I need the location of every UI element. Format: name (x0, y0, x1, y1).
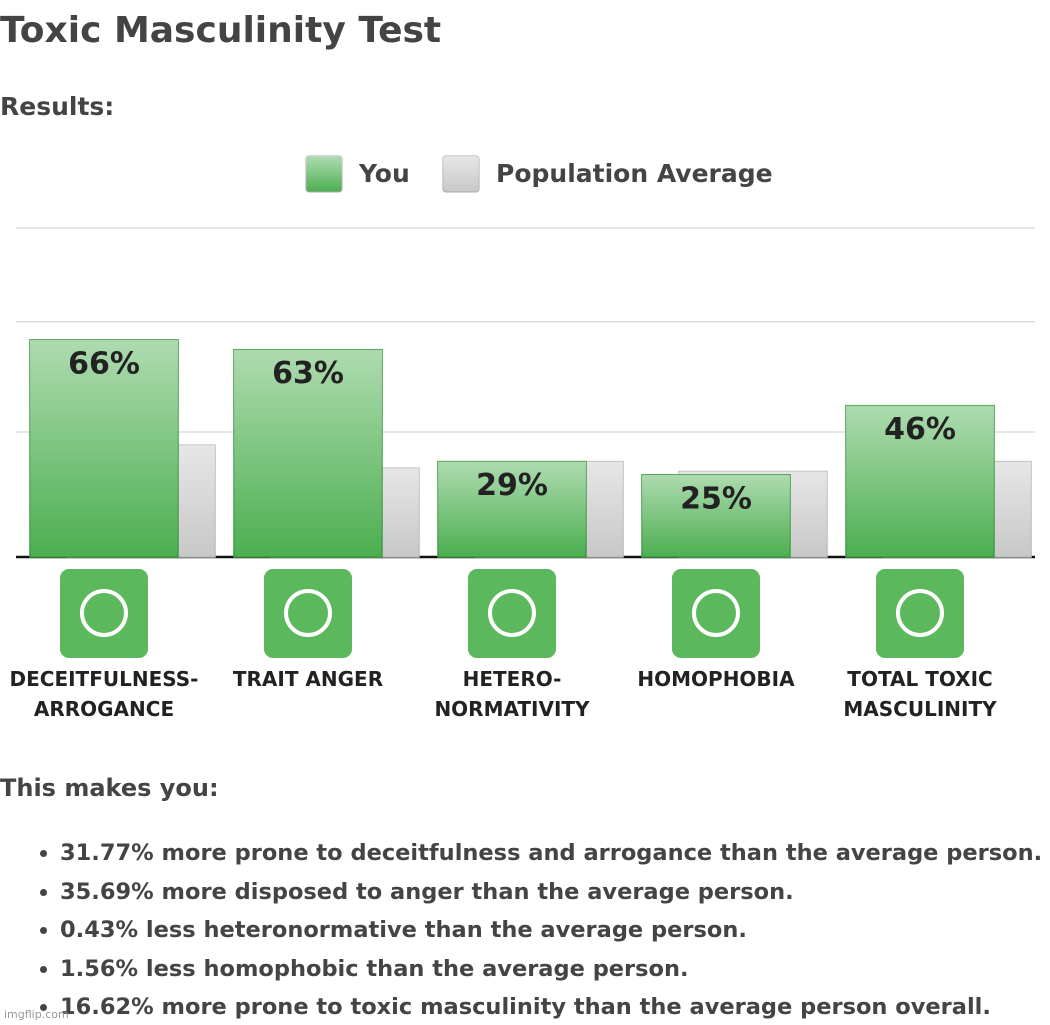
legend-swatch-shade (306, 156, 342, 192)
icon-glyph (488, 589, 536, 637)
you-bar (437, 460, 587, 558)
page-title: Toxic Masculinity Test (0, 10, 442, 51)
summary-item: 35.69% more disposed to anger than the a… (60, 873, 1042, 912)
bar-shade (30, 339, 178, 557)
legend-swatch-shade (443, 156, 479, 192)
value-label: 63% (272, 356, 344, 391)
category-icon (876, 569, 964, 658)
category-icon (672, 569, 760, 658)
summary-item: 31.77% more prone to deceitfulness and a… (60, 834, 1042, 873)
legend-label: Population Average (496, 159, 773, 188)
icon-glyph (692, 589, 740, 637)
summary-item: 1.56% less homophobic than the average p… (60, 950, 1042, 989)
value-label: 66% (68, 346, 140, 381)
you-bar (233, 348, 383, 558)
category-label: HETERO- NORMATIVITY (434, 667, 590, 721)
you-bar (29, 339, 179, 558)
summary-heading: This makes you: (0, 774, 219, 802)
bar-shade (642, 474, 790, 557)
icon-glyph (80, 589, 128, 637)
summary-list: 31.77% more prone to deceitfulness and a… (36, 834, 1042, 1025)
value-label: 25% (680, 481, 752, 516)
category-icon (60, 569, 148, 658)
category-icon (468, 569, 556, 658)
you-bar (845, 404, 995, 558)
category-label: TRAIT ANGER (232, 667, 384, 691)
summary-item: 16.62% more prone to toxic masculinity t… (60, 988, 1042, 1025)
watermark: imgflip.com (4, 1008, 69, 1021)
icon-glyph (284, 589, 332, 637)
bar-shade (234, 349, 382, 557)
category-label: TOTAL TOXIC MASCULINITY (843, 667, 997, 721)
legend-label: You (358, 159, 410, 188)
bar-shade (846, 405, 994, 557)
category-label: DECEITFULNESS- ARROGANCE (9, 667, 199, 721)
section-title: Results: (0, 92, 115, 121)
icon-glyph (896, 589, 944, 637)
value-label: 46% (884, 412, 956, 447)
summary-item: 0.43% less heteronormative than the aver… (60, 911, 1042, 950)
you-bar (641, 474, 791, 558)
bar-shade (438, 461, 586, 557)
category-label: HOMOPHOBIA (637, 667, 795, 691)
category-icon (264, 569, 352, 658)
value-label: 29% (476, 468, 548, 503)
